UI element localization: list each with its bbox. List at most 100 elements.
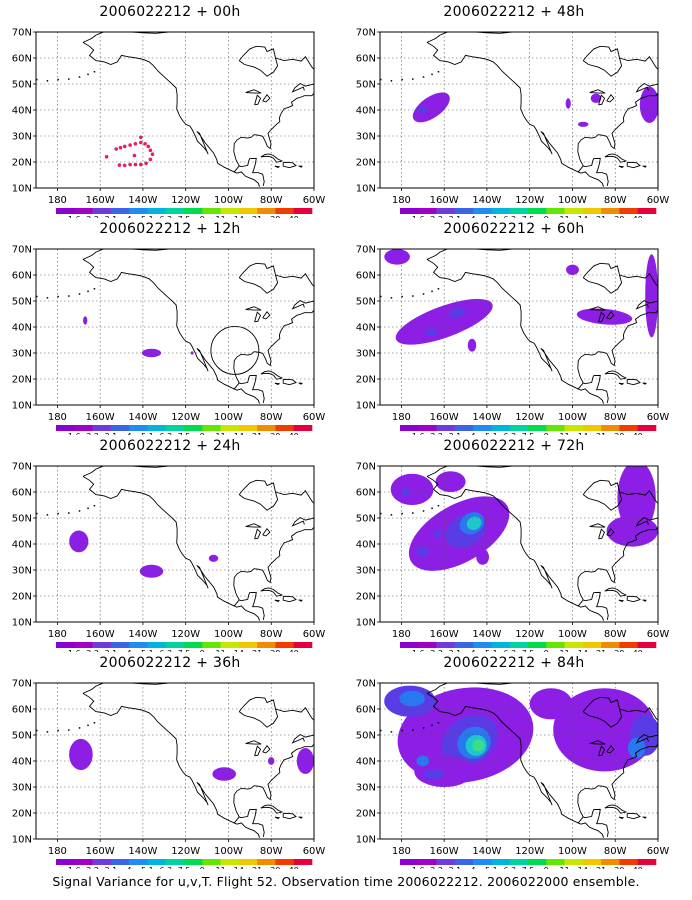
coastline: [233, 157, 265, 186]
colorbar-label: 9: [200, 866, 205, 869]
coastline: [606, 744, 615, 754]
longitude-label: 140W: [128, 195, 157, 206]
colorbar-swatch: [184, 642, 203, 648]
coastline: [426, 259, 604, 404]
aleutian-island: [93, 505, 96, 507]
colorbar-swatch: [601, 425, 620, 431]
colorbar-swatch: [601, 859, 620, 865]
longitude-label: 80W: [260, 412, 283, 423]
longitude-label: 140W: [128, 846, 157, 857]
longitude-label: 120W: [171, 846, 200, 857]
coastline: [82, 476, 260, 621]
colorbar-swatch: [147, 859, 166, 865]
colorbar-swatch: [293, 425, 313, 431]
coastline: [262, 744, 271, 754]
colorbar-swatch: [110, 425, 130, 431]
coastline: [619, 55, 658, 93]
colorbar-swatch: [92, 642, 112, 648]
latitude-label: 70N: [356, 28, 376, 39]
colorbar-label: 21: [596, 866, 606, 869]
aleutian-island: [412, 512, 414, 514]
colorbar-label: 14: [578, 649, 588, 652]
variance-contour: [628, 737, 646, 759]
latitude-label: 60N: [356, 705, 376, 716]
map-plot: 70N 60N 50N 40N 30N 20N 10N 180 160W 140W 120W 100W…: [356, 28, 670, 219]
latitude-label: 20N: [12, 158, 32, 169]
coastline: [254, 745, 262, 757]
latitude-label: 50N: [12, 80, 32, 91]
colorbar-swatch: [165, 425, 185, 431]
observation-point: [114, 147, 118, 151]
variance-contour: [212, 767, 236, 781]
coastline: [275, 55, 314, 93]
colorbar-swatch: [238, 859, 258, 865]
colorbar-swatch: [74, 642, 93, 648]
observation-point: [122, 144, 127, 149]
variance-contour: [69, 738, 93, 771]
colorbar-label: 7.5: [522, 215, 535, 218]
aleutian-island: [412, 78, 414, 80]
colorbar-label: 14: [578, 215, 588, 218]
longitude-label: 120W: [171, 629, 200, 640]
colorbar-label: 6.3: [503, 215, 516, 218]
aleutian-island: [93, 722, 96, 724]
coastline: [577, 526, 658, 601]
coastline: [82, 683, 169, 694]
coastline: [82, 259, 260, 404]
coastline: [245, 740, 262, 745]
observation-point: [117, 163, 122, 167]
coastline: [233, 309, 314, 384]
latitude-label: 20N: [12, 592, 32, 603]
colorbar-swatch: [436, 425, 456, 431]
variance-contour: [412, 92, 450, 123]
variance-contour: [472, 739, 485, 752]
observation-point: [133, 162, 138, 167]
colorbar-label: 6.3: [159, 215, 172, 218]
map-plot: 70N 60N 50N 40N 30N 20N 10N 180 160W 140W 120W 100W…: [356, 245, 670, 436]
coastline: [260, 370, 284, 380]
coastline: [282, 378, 297, 386]
aleutian-island: [437, 71, 440, 73]
colorbar: 1.6 2.2 3.1 4 5.1 6.3 7.5 9 11 14 21 29 40: [56, 425, 313, 435]
colorbar-swatch: [418, 425, 437, 431]
colorbar-swatch: [509, 425, 529, 431]
colorbar-label: 7.5: [522, 649, 535, 652]
panel-title: 2006022212 + 48h: [443, 4, 585, 20]
colorbar-label: 9: [200, 432, 205, 435]
colorbar-swatch: [454, 642, 474, 648]
longitude-label: 140W: [128, 412, 157, 423]
colorbar-swatch: [528, 208, 547, 214]
longitude-label: 160W: [86, 412, 115, 423]
colorbar-swatch: [165, 859, 185, 865]
latitude-label: 20N: [12, 809, 32, 820]
aleutian-island: [87, 73, 89, 76]
latitude-label: 30N: [356, 566, 376, 577]
colorbar-label: 29: [614, 215, 624, 218]
colorbar-label: 7.5: [178, 866, 191, 869]
longitude-label: 60W: [303, 412, 326, 423]
map-plot: 70N 60N 50N 40N 30N 20N 10N 180 160W 140W 120W 100W…: [356, 679, 670, 870]
aleutian-island: [380, 78, 382, 81]
aleutian-island: [68, 295, 70, 297]
colorbar: 1.6 2.2 3.1 4 5.1 6.3 7.5 9 11 14 21 29 40: [400, 425, 657, 435]
longitude-label: 160W: [430, 629, 459, 640]
colorbar-label: 40: [289, 432, 299, 435]
latitude-label: 30N: [12, 132, 32, 143]
longitude-label: 60W: [303, 629, 326, 640]
latitude-label: 70N: [12, 28, 32, 39]
latitude-label: 20N: [356, 375, 376, 386]
colorbar-swatch: [491, 208, 510, 214]
aleutian-island: [78, 510, 81, 512]
longitude-label: 160W: [86, 629, 115, 640]
aleutian-island: [57, 78, 59, 81]
aleutian-island: [380, 512, 382, 515]
coastline: [233, 92, 314, 167]
colorbar-swatch: [637, 859, 657, 865]
coastline: [606, 93, 615, 103]
colorbar-swatch: [619, 425, 638, 431]
latitude-label: 50N: [12, 297, 32, 308]
latitude-label: 30N: [356, 132, 376, 143]
colorbar-swatch: [275, 642, 294, 648]
colorbar-label: 3.1: [105, 432, 118, 435]
colorbar-label: 21: [252, 432, 262, 435]
